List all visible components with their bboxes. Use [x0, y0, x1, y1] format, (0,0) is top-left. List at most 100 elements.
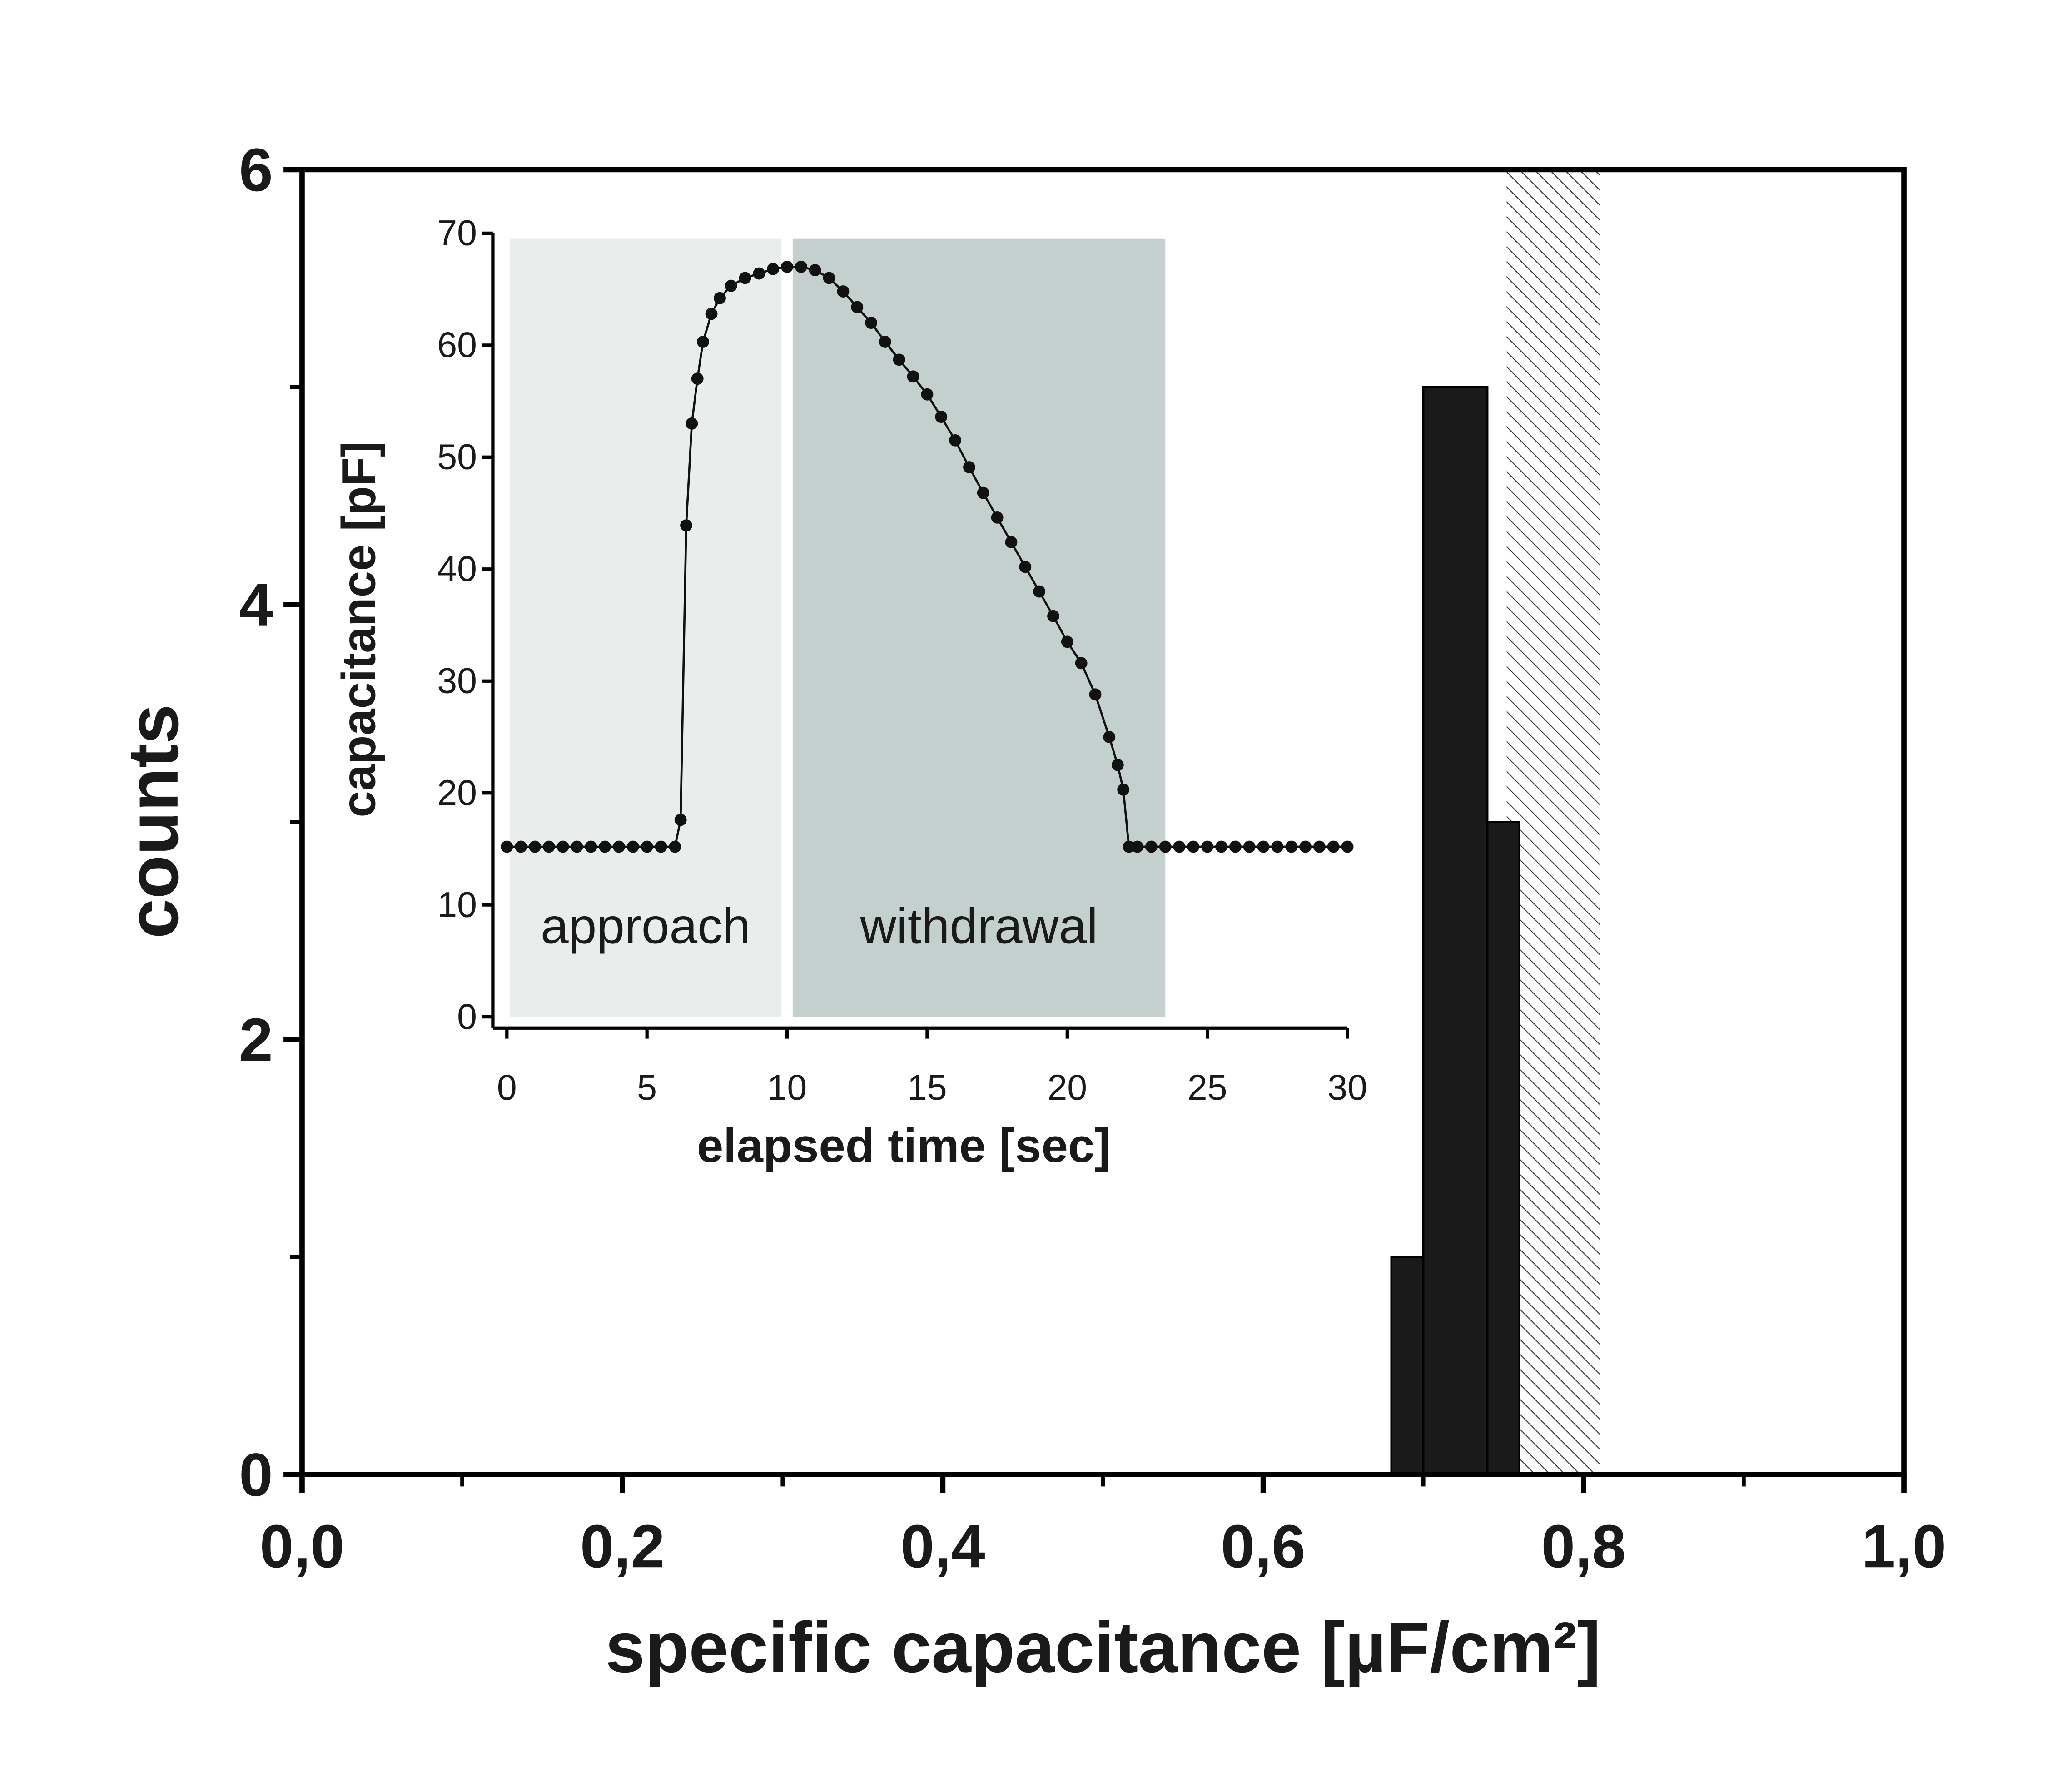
x-tick-label: 0,4 [900, 1513, 985, 1580]
data-point [1019, 561, 1032, 573]
data-point [1243, 840, 1256, 853]
data-point [1173, 840, 1186, 853]
data-point [1005, 536, 1018, 549]
data-point [1103, 731, 1116, 743]
data-point [809, 264, 821, 277]
data-point [963, 461, 975, 473]
hatched-band [1506, 169, 1600, 1475]
y-tick-label: 10 [437, 884, 477, 924]
data-point [739, 272, 751, 284]
data-point [697, 336, 709, 348]
data-point [674, 814, 687, 826]
data-point [1187, 840, 1200, 853]
y-axis-label: capacitance [pF] [332, 441, 385, 817]
data-point [991, 511, 1004, 524]
data-point [1271, 840, 1284, 853]
data-point [1145, 840, 1158, 853]
data-point [1257, 840, 1270, 853]
data-point [626, 840, 639, 853]
data-point [1123, 840, 1135, 853]
y-tick-label: 40 [437, 549, 477, 589]
x-tick-label: 5 [637, 1067, 657, 1107]
region-label: withdrawal [860, 898, 1098, 954]
data-point [1215, 840, 1227, 853]
data-point [879, 336, 891, 348]
data-point [781, 260, 793, 273]
data-point [556, 840, 569, 853]
data-point [767, 263, 780, 275]
x-tick-label: 20 [1048, 1067, 1088, 1107]
region-label: approach [541, 898, 750, 954]
y-tick-label: 2 [239, 1006, 273, 1074]
data-point [571, 840, 583, 853]
y-tick-label: 20 [437, 773, 477, 813]
x-tick-label: 0,0 [260, 1513, 344, 1580]
data-point [501, 840, 513, 853]
data-point [529, 840, 541, 853]
y-tick-label: 70 [437, 213, 477, 253]
data-point [1299, 840, 1312, 853]
data-point [680, 519, 692, 532]
y-tick-label: 0 [457, 997, 477, 1037]
shaded-region [509, 238, 782, 1017]
x-tick-label: 30 [1327, 1067, 1367, 1107]
data-point [1061, 635, 1073, 648]
x-axis-label: specific capacitance [µF/cm²] [605, 1608, 1600, 1688]
data-point [1075, 657, 1088, 670]
data-point [1159, 840, 1172, 853]
data-point [1111, 759, 1124, 771]
y-tick-label: 60 [437, 325, 477, 365]
x-tick-label: 0,2 [580, 1513, 665, 1580]
data-point [542, 840, 555, 853]
data-point [655, 840, 667, 853]
x-tick-label: 25 [1187, 1067, 1227, 1107]
y-tick-label: 0 [239, 1441, 273, 1509]
shaded-region [792, 238, 1166, 1017]
x-tick-label: 0 [497, 1067, 517, 1107]
data-point [1313, 840, 1326, 853]
data-point [1089, 688, 1102, 701]
x-tick-label: 1,0 [1862, 1513, 1946, 1580]
bar [1422, 386, 1489, 1476]
data-point [893, 353, 905, 366]
data-point [1131, 840, 1143, 853]
data-point [823, 272, 835, 284]
data-point [613, 840, 625, 853]
data-point [725, 279, 737, 292]
data-point [977, 486, 989, 499]
data-point [795, 260, 807, 273]
data-point [1033, 585, 1046, 598]
data-point [669, 840, 681, 853]
data-point [921, 388, 934, 401]
data-point [599, 840, 611, 853]
data-point [1229, 840, 1242, 853]
data-point [641, 840, 653, 853]
data-point [1341, 840, 1354, 853]
data-point [515, 840, 527, 853]
x-tick-label: 10 [767, 1067, 807, 1107]
data-point [585, 840, 597, 853]
y-axis-label: counts [113, 704, 193, 938]
data-point [851, 301, 864, 313]
data-point [949, 434, 962, 447]
data-point [753, 267, 765, 280]
x-axis-label: elapsed time [sec] [697, 1119, 1110, 1172]
data-point [1201, 840, 1214, 853]
y-tick-label: 50 [437, 437, 477, 477]
data-point [1285, 840, 1298, 853]
data-point [837, 285, 850, 298]
x-tick-label: 15 [907, 1067, 947, 1107]
data-point [907, 370, 919, 383]
y-tick-label: 30 [437, 660, 477, 700]
x-tick-label: 0,8 [1541, 1513, 1626, 1580]
data-point [865, 317, 877, 329]
data-point [705, 308, 718, 320]
y-tick-label: 6 [239, 136, 273, 204]
data-point [686, 417, 698, 430]
bar [1486, 821, 1520, 1476]
data-point [1327, 840, 1340, 853]
data-point [935, 411, 948, 423]
bar [1390, 1256, 1425, 1476]
